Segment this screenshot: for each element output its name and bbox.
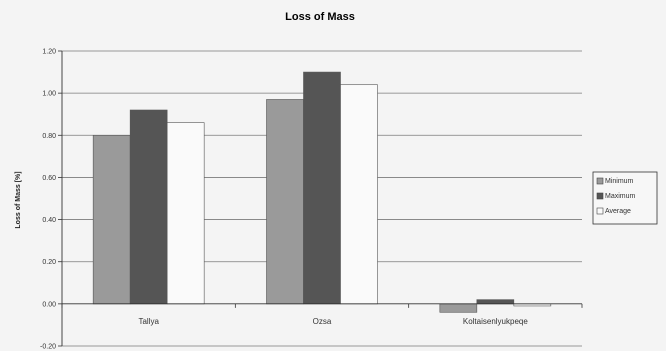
x-category-label: Tallya	[138, 317, 159, 326]
x-category-label: Ozsa	[313, 317, 332, 326]
axes	[61, 51, 583, 346]
bar-maximum-1	[303, 71, 341, 305]
bars	[92, 71, 552, 313]
legend-label: Maximum	[605, 193, 636, 200]
bar-minimum-2	[439, 303, 478, 313]
bar-average-1	[340, 84, 378, 305]
legend-label: Minimum	[605, 178, 634, 185]
y-tick-label: 0.80	[42, 133, 56, 140]
bar-maximum-2	[476, 299, 515, 305]
y-tick-label: 1.00	[42, 91, 56, 98]
y-tick-label: 0.60	[42, 175, 56, 182]
x-category-labels: Tallya Ozsa Koltaisenlyukpeqe	[138, 317, 528, 326]
legend-label: Average	[605, 208, 631, 215]
legend-swatch	[596, 177, 604, 185]
y-tick-label: 0.00	[42, 301, 56, 308]
bar-maximum-0	[129, 109, 168, 305]
legend-box	[592, 171, 658, 225]
y-tick-label: 1.20	[42, 49, 56, 56]
y-tick-label: 0.40	[42, 217, 56, 224]
chart-title: Loss of Mass	[285, 11, 355, 23]
y-tick-labels: -0.20 0.00 0.20 0.40 0.60 0.80 1.00 1.20	[40, 49, 62, 351]
y-tick-label: -0.20	[40, 344, 56, 351]
y-tick-label: 0.20	[42, 259, 56, 266]
bar-average-0	[166, 122, 205, 305]
legend-swatch	[596, 207, 604, 215]
y-axis-title: Loss of Mass [%]	[15, 171, 22, 228]
x-category-label: Koltaisenlyukpeqe	[463, 317, 528, 326]
bar-minimum-1	[266, 99, 304, 305]
legend: Minimum Maximum Average	[592, 171, 658, 225]
legend-swatch	[596, 192, 604, 200]
bar-minimum-0	[92, 134, 131, 305]
